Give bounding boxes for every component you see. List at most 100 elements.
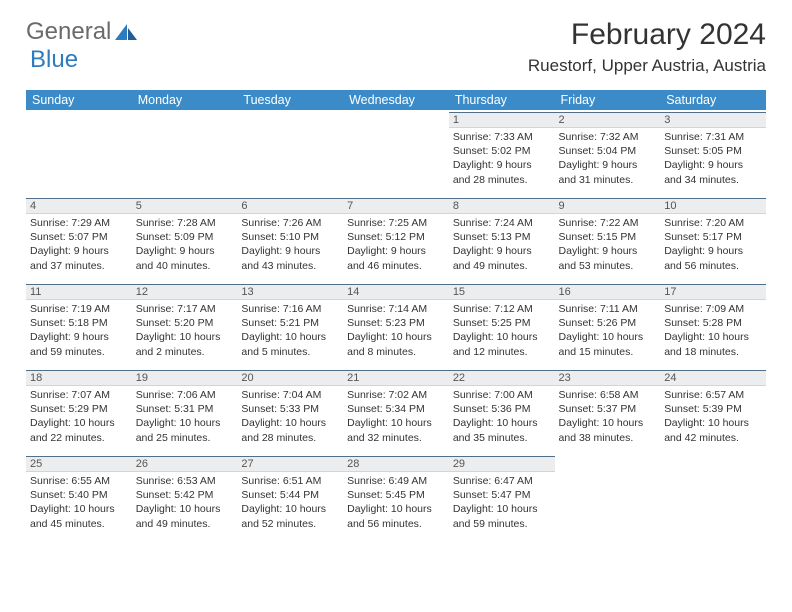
day-number: 10 <box>660 198 766 214</box>
calendar-cell: 8 Sunrise: 7:24 AMSunset: 5:13 PMDaylight… <box>449 196 555 282</box>
day-details: Sunrise: 7:22 AMSunset: 5:15 PMDaylight:… <box>559 216 657 273</box>
logo-text-2: Blue <box>30 46 78 74</box>
day-details: Sunrise: 6:58 AMSunset: 5:37 PMDaylight:… <box>559 388 657 445</box>
day-number: 21 <box>343 370 449 386</box>
weekday-header: Tuesday <box>237 90 343 110</box>
day-details: Sunrise: 7:14 AMSunset: 5:23 PMDaylight:… <box>347 302 445 359</box>
day-number: 20 <box>237 370 343 386</box>
weekday-header: Monday <box>132 90 238 110</box>
day-number: 15 <box>449 284 555 300</box>
day-number: 3 <box>660 112 766 128</box>
calendar-cell: 2 Sunrise: 7:32 AMSunset: 5:04 PMDaylight… <box>555 110 661 196</box>
calendar-week-row: 25 Sunrise: 6:55 AMSunset: 5:40 PMDayligh… <box>26 454 766 540</box>
day-details: Sunrise: 6:55 AMSunset: 5:40 PMDaylight:… <box>30 474 128 531</box>
day-number: 1 <box>449 112 555 128</box>
calendar-cell: 14 Sunrise: 7:14 AMSunset: 5:23 PMDayligh… <box>343 282 449 368</box>
calendar-cell <box>660 454 766 540</box>
calendar-cell: 4Sunrise: 7:29 AMSunset: 5:07 PMDaylight… <box>26 196 132 282</box>
calendar-cell <box>132 110 238 196</box>
calendar-page: General February 2024 Ruestorf, Upper Au… <box>0 0 792 558</box>
calendar-cell <box>237 110 343 196</box>
header: General February 2024 Ruestorf, Upper Au… <box>26 18 766 76</box>
day-number: 9 <box>555 198 661 214</box>
day-number: 23 <box>555 370 661 386</box>
day-details: Sunrise: 7:24 AMSunset: 5:13 PMDaylight:… <box>453 216 551 273</box>
calendar-body: 1 Sunrise: 7:33 AMSunset: 5:02 PMDaylight… <box>26 110 766 540</box>
day-number: 2 <box>555 112 661 128</box>
day-details: Sunrise: 7:25 AMSunset: 5:12 PMDaylight:… <box>347 216 445 273</box>
day-number: 16 <box>555 284 661 300</box>
calendar-cell: 23 Sunrise: 6:58 AMSunset: 5:37 PMDayligh… <box>555 368 661 454</box>
day-number: 7 <box>343 198 449 214</box>
day-number: 28 <box>343 456 449 472</box>
day-number: 8 <box>449 198 555 214</box>
day-details: Sunrise: 7:16 AMSunset: 5:21 PMDaylight:… <box>241 302 339 359</box>
day-details: Sunrise: 7:11 AMSunset: 5:26 PMDaylight:… <box>559 302 657 359</box>
weekday-header: Friday <box>555 90 661 110</box>
day-details: Sunrise: 7:29 AMSunset: 5:07 PMDaylight:… <box>30 216 128 273</box>
day-details: Sunrise: 7:02 AMSunset: 5:34 PMDaylight:… <box>347 388 445 445</box>
day-details: Sunrise: 6:49 AMSunset: 5:45 PMDaylight:… <box>347 474 445 531</box>
calendar-cell: 20Sunrise: 7:04 AMSunset: 5:33 PMDayligh… <box>237 368 343 454</box>
day-number: 14 <box>343 284 449 300</box>
calendar-cell: 17Sunrise: 7:09 AMSunset: 5:28 PMDayligh… <box>660 282 766 368</box>
calendar-cell: 21 Sunrise: 7:02 AMSunset: 5:34 PMDayligh… <box>343 368 449 454</box>
day-number: 18 <box>26 370 132 386</box>
calendar-cell: 29 Sunrise: 6:47 AMSunset: 5:47 PMDayligh… <box>449 454 555 540</box>
day-number: 6 <box>237 198 343 214</box>
day-details: Sunrise: 7:06 AMSunset: 5:31 PMDaylight:… <box>136 388 234 445</box>
weekday-header: Sunday <box>26 90 132 110</box>
calendar-cell: 11Sunrise: 7:19 AMSunset: 5:18 PMDayligh… <box>26 282 132 368</box>
day-number: 5 <box>132 198 238 214</box>
calendar-cell: 19Sunrise: 7:06 AMSunset: 5:31 PMDayligh… <box>132 368 238 454</box>
calendar-cell: 15 Sunrise: 7:12 AMSunset: 5:25 PMDayligh… <box>449 282 555 368</box>
logo-sail-icon <box>113 22 139 42</box>
day-number: 27 <box>237 456 343 472</box>
calendar-cell: 27Sunrise: 6:51 AMSunset: 5:44 PMDayligh… <box>237 454 343 540</box>
day-number: 12 <box>132 284 238 300</box>
calendar-cell: 18 Sunrise: 7:07 AMSunset: 5:29 PMDayligh… <box>26 368 132 454</box>
day-number: 24 <box>660 370 766 386</box>
calendar-cell: 12 Sunrise: 7:17 AMSunset: 5:20 PMDayligh… <box>132 282 238 368</box>
day-details: Sunrise: 7:32 AMSunset: 5:04 PMDaylight:… <box>559 130 657 187</box>
calendar-cell: 13 Sunrise: 7:16 AMSunset: 5:21 PMDayligh… <box>237 282 343 368</box>
day-details: Sunrise: 6:47 AMSunset: 5:47 PMDaylight:… <box>453 474 551 531</box>
month-title: February 2024 <box>528 18 766 52</box>
title-block: February 2024 Ruestorf, Upper Austria, A… <box>528 18 766 76</box>
day-number: 13 <box>237 284 343 300</box>
day-number: 25 <box>26 456 132 472</box>
calendar-cell <box>343 110 449 196</box>
day-details: Sunrise: 7:31 AMSunset: 5:05 PMDaylight:… <box>664 130 762 187</box>
calendar-cell: 28 Sunrise: 6:49 AMSunset: 5:45 PMDayligh… <box>343 454 449 540</box>
calendar-cell: 1 Sunrise: 7:33 AMSunset: 5:02 PMDaylight… <box>449 110 555 196</box>
calendar-cell: 10 Sunrise: 7:20 AMSunset: 5:17 PMDayligh… <box>660 196 766 282</box>
calendar-cell <box>555 454 661 540</box>
calendar-cell: 25 Sunrise: 6:55 AMSunset: 5:40 PMDayligh… <box>26 454 132 540</box>
day-number: 17 <box>660 284 766 300</box>
calendar-cell <box>26 110 132 196</box>
calendar-cell: 26Sunrise: 6:53 AMSunset: 5:42 PMDayligh… <box>132 454 238 540</box>
day-details: Sunrise: 7:00 AMSunset: 5:36 PMDaylight:… <box>453 388 551 445</box>
day-details: Sunrise: 6:53 AMSunset: 5:42 PMDaylight:… <box>136 474 234 531</box>
calendar-table: SundayMondayTuesdayWednesdayThursdayFrid… <box>26 90 766 540</box>
calendar-header-row: SundayMondayTuesdayWednesdayThursdayFrid… <box>26 90 766 110</box>
calendar-week-row: 11Sunrise: 7:19 AMSunset: 5:18 PMDayligh… <box>26 282 766 368</box>
location: Ruestorf, Upper Austria, Austria <box>528 56 766 76</box>
day-details: Sunrise: 6:57 AMSunset: 5:39 PMDaylight:… <box>664 388 762 445</box>
weekday-header: Saturday <box>660 90 766 110</box>
day-details: Sunrise: 7:33 AMSunset: 5:02 PMDaylight:… <box>453 130 551 187</box>
day-number: 22 <box>449 370 555 386</box>
calendar-week-row: 1 Sunrise: 7:33 AMSunset: 5:02 PMDaylight… <box>26 110 766 196</box>
day-number: 29 <box>449 456 555 472</box>
day-details: Sunrise: 7:17 AMSunset: 5:20 PMDaylight:… <box>136 302 234 359</box>
calendar-cell: 3 Sunrise: 7:31 AMSunset: 5:05 PMDaylight… <box>660 110 766 196</box>
day-details: Sunrise: 7:07 AMSunset: 5:29 PMDaylight:… <box>30 388 128 445</box>
day-details: Sunrise: 7:12 AMSunset: 5:25 PMDaylight:… <box>453 302 551 359</box>
logo-text-1: General <box>26 18 111 46</box>
calendar-week-row: 4Sunrise: 7:29 AMSunset: 5:07 PMDaylight… <box>26 196 766 282</box>
calendar-cell: 24 Sunrise: 6:57 AMSunset: 5:39 PMDayligh… <box>660 368 766 454</box>
weekday-header: Wednesday <box>343 90 449 110</box>
day-details: Sunrise: 7:26 AMSunset: 5:10 PMDaylight:… <box>241 216 339 273</box>
weekday-header: Thursday <box>449 90 555 110</box>
day-details: Sunrise: 7:20 AMSunset: 5:17 PMDaylight:… <box>664 216 762 273</box>
